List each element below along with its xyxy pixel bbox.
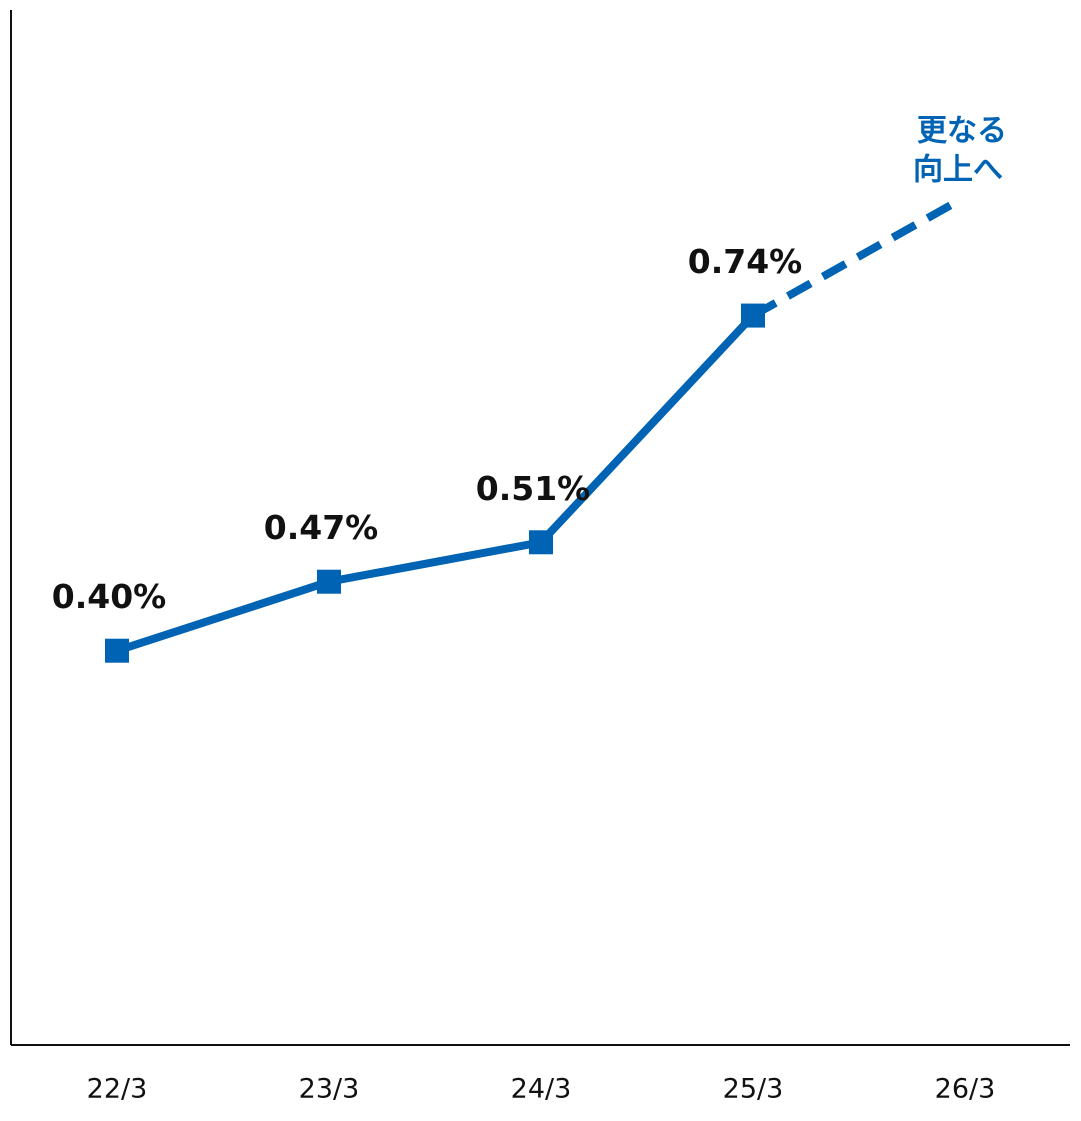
data-label: 0.51% bbox=[476, 469, 591, 508]
x-tick-label: 23/3 bbox=[299, 1074, 360, 1105]
annotation: 向上へ bbox=[913, 153, 1003, 188]
marker bbox=[529, 530, 553, 555]
marker bbox=[105, 638, 129, 663]
data-label: 0.74% bbox=[688, 242, 803, 281]
line bbox=[115, 312, 756, 655]
x-tick-label: 25/3 bbox=[723, 1074, 784, 1105]
x-tick-label: 24/3 bbox=[511, 1074, 572, 1105]
data-label: 0.47% bbox=[264, 508, 379, 547]
x-tick-label: 26/3 bbox=[935, 1074, 996, 1105]
x-tick-label: 22/3 bbox=[87, 1074, 148, 1105]
annotation: 更なる bbox=[917, 114, 1007, 149]
marker bbox=[317, 569, 341, 594]
data-label: 0.40% bbox=[52, 577, 167, 616]
marker bbox=[741, 303, 765, 328]
